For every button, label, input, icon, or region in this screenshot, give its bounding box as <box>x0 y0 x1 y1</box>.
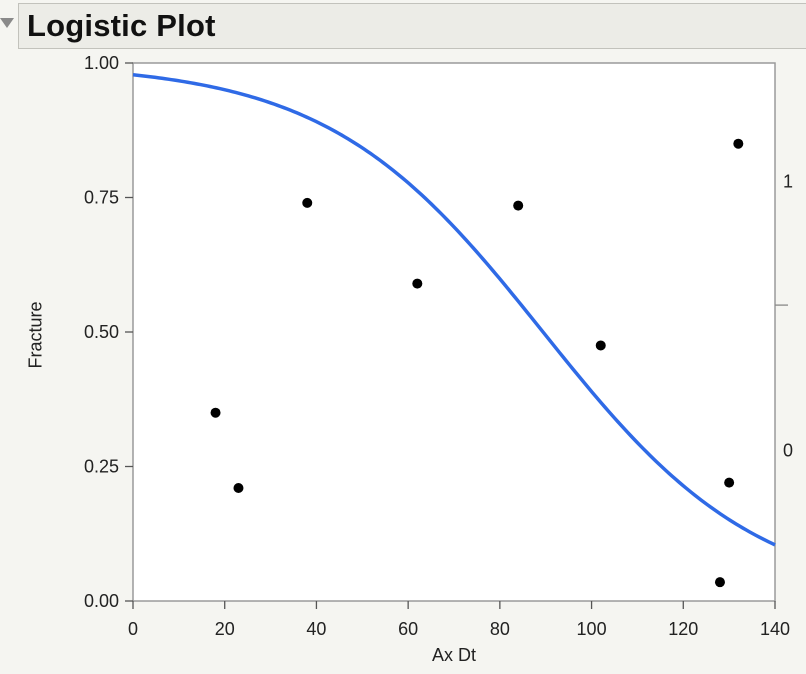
data-point <box>302 197 313 208</box>
right-axis-label: 1 <box>783 171 793 191</box>
y-axis-title-wrap: Fracture <box>25 290 47 380</box>
x-tick-label: 0 <box>128 619 138 639</box>
x-tick-label: 100 <box>577 619 607 639</box>
x-tick-label: 60 <box>398 619 418 639</box>
data-point <box>714 577 725 588</box>
x-tick-label: 120 <box>668 619 698 639</box>
right-axis-label: 0 <box>783 440 793 460</box>
data-point <box>595 340 606 351</box>
y-tick-label: 0.50 <box>84 322 119 342</box>
y-tick-label: 0.25 <box>84 457 119 477</box>
disclosure-triangle-icon[interactable] <box>0 18 14 28</box>
y-tick-label: 1.00 <box>84 53 119 73</box>
logistic-curve <box>132 73 776 547</box>
panel-title: Logistic Plot <box>27 8 216 43</box>
data-point <box>724 477 735 488</box>
data-point <box>233 483 244 494</box>
y-axis-title: Fracture <box>25 301 46 369</box>
x-tick-label: 140 <box>760 619 790 639</box>
plot-frame <box>132 62 776 602</box>
outline-header: Logistic Plot <box>0 0 806 49</box>
y-tick-label: 0.00 <box>84 591 119 611</box>
x-tick-label: 20 <box>215 619 235 639</box>
data-point <box>210 407 221 418</box>
title-bar: Logistic Plot <box>18 3 806 49</box>
data-point <box>412 278 423 289</box>
y-tick-label: 0.75 <box>84 188 119 208</box>
data-point <box>513 200 524 211</box>
x-axis-title: Ax Dt <box>431 645 477 665</box>
x-tick-label: 40 <box>306 619 326 639</box>
x-tick-label: 80 <box>490 619 510 639</box>
data-point <box>733 138 744 149</box>
